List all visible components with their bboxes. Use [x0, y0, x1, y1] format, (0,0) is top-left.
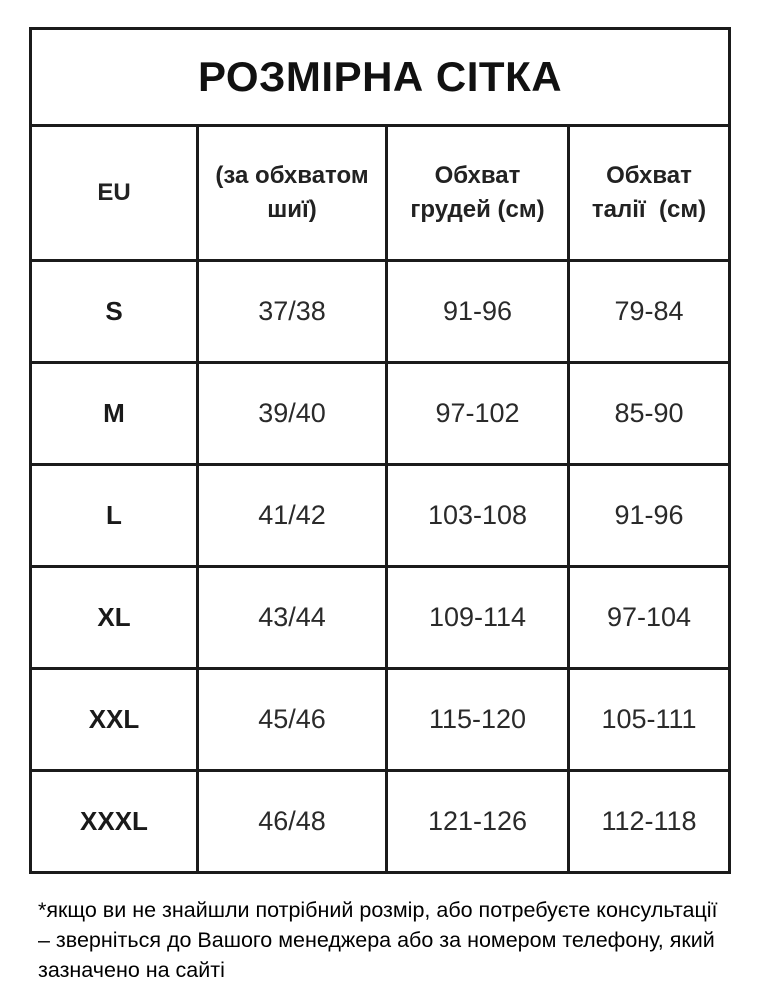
neck-value: 43/44: [196, 565, 388, 670]
waist-value: 79-84: [567, 259, 731, 364]
title-row: РОЗМІРНА СІТКА: [29, 27, 731, 127]
size-label: XXXL: [29, 769, 199, 874]
neck-value: 45/46: [196, 667, 388, 772]
size-label: L: [29, 463, 199, 568]
chest-value: 115-120: [385, 667, 570, 772]
size-label: M: [29, 361, 199, 466]
waist-value: 91-96: [567, 463, 731, 568]
col-header-waist: Обхват талії (см): [567, 124, 731, 262]
footnote: *якщо ви не знайшли потрібний розмір, аб…: [38, 898, 718, 982]
waist-value: 112-118: [567, 769, 731, 874]
table-row-xxxl: XXXL 46/48 121-126 112-118: [29, 769, 731, 874]
neck-value: 37/38: [196, 259, 388, 364]
neck-value: 46/48: [196, 769, 388, 874]
col-header-eu: EU: [29, 124, 199, 262]
table-row-xl: XL 43/44 109-114 97-104: [29, 565, 731, 670]
waist-value: 97-104: [567, 565, 731, 670]
chest-value: 103-108: [385, 463, 570, 568]
size-label: XL: [29, 565, 199, 670]
size-table: РОЗМІРНА СІТКА EU (за обхватом шиї) Обхв…: [29, 27, 731, 874]
chest-value: 97-102: [385, 361, 570, 466]
table-row-l: L 41/42 103-108 91-96: [29, 463, 731, 568]
chest-value: 121-126: [385, 769, 570, 874]
size-label: S: [29, 259, 199, 364]
chest-value: 91-96: [385, 259, 570, 364]
header-row: EU (за обхватом шиї) Обхват грудей (см) …: [29, 124, 731, 262]
neck-value: 39/40: [196, 361, 388, 466]
table-row-xxl: XXL 45/46 115-120 105-111: [29, 667, 731, 772]
waist-value: 105-111: [567, 667, 731, 772]
page-title: РОЗМІРНА СІТКА: [29, 27, 731, 127]
size-label: XXL: [29, 667, 199, 772]
neck-value: 41/42: [196, 463, 388, 568]
col-header-chest: Обхват грудей (см): [385, 124, 570, 262]
chest-value: 109-114: [385, 565, 570, 670]
waist-value: 85-90: [567, 361, 731, 466]
table-row-m: M 39/40 97-102 85-90: [29, 361, 731, 466]
col-header-neck: (за обхватом шиї): [196, 124, 388, 262]
table-row-s: S 37/38 91-96 79-84: [29, 259, 731, 364]
